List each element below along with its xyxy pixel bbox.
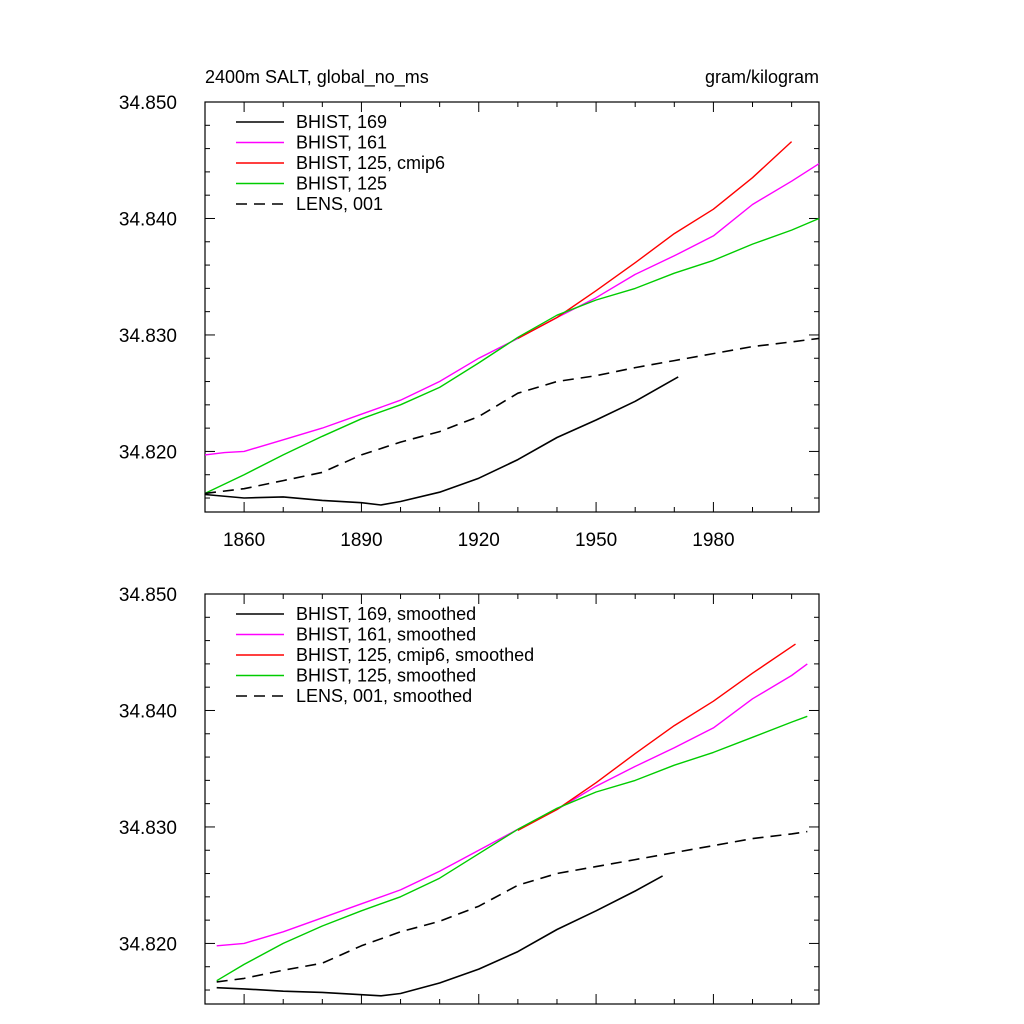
series-line-2 (204, 163, 820, 456)
legend-label: LENS, 001 (296, 194, 383, 214)
legend-label: BHIST, 169 (296, 112, 387, 132)
series-line-4 (216, 715, 808, 982)
legend-label: BHIST, 161, smoothed (296, 625, 476, 645)
y-tick-label: 34.820 (119, 442, 177, 463)
chart-panel-2: 34.820 34.830 34.840 34.850 BHIST, 169, smoo… (119, 585, 820, 1005)
series-line-5 (216, 830, 808, 983)
y-tick-label: 34.820 (119, 934, 177, 955)
y-tick-label: 34.830 (119, 818, 177, 839)
legend-label: BHIST, 161 (296, 133, 387, 153)
y-tick-label: 34.840 (119, 701, 177, 722)
y-tick-label: 34.840 (119, 209, 177, 230)
legend-label: BHIST, 125, cmip6 (296, 153, 445, 173)
y-tick-label: 34.850 (119, 93, 177, 114)
legend-label: BHIST, 125, cmip6, smoothed (296, 645, 534, 665)
plot-frame (204, 593, 820, 1005)
x-tick-label: 1950 (575, 530, 617, 551)
series-line-2 (216, 663, 808, 947)
x-tick-label: 1980 (692, 530, 734, 551)
series-line-4 (204, 217, 820, 495)
series-line-5 (204, 337, 820, 495)
units-label: gram/kilogram (705, 67, 819, 87)
legend-label: BHIST, 125, smoothed (296, 666, 476, 686)
x-tick-label: 1890 (340, 530, 382, 551)
y-tick-label: 34.830 (119, 326, 177, 347)
x-tick-label: 1860 (223, 530, 265, 551)
legend-label: BHIST, 125 (296, 174, 387, 194)
series-line-3 (517, 141, 793, 340)
y-tick-label: 34.850 (119, 585, 177, 606)
chart-panel-1: 1860 1890 1920 1950 1980 34.820 34.830 34.840 34… (119, 67, 820, 551)
series-line-1 (204, 376, 679, 506)
legend-label: LENS, 001, smoothed (296, 686, 472, 706)
chart-title: 2400m SALT, global_no_ms (205, 67, 429, 88)
legend-label: BHIST, 169, smoothed (296, 604, 476, 624)
x-tick-label: 1920 (458, 530, 500, 551)
plot-frame (204, 101, 820, 513)
series-line-1 (216, 875, 663, 997)
